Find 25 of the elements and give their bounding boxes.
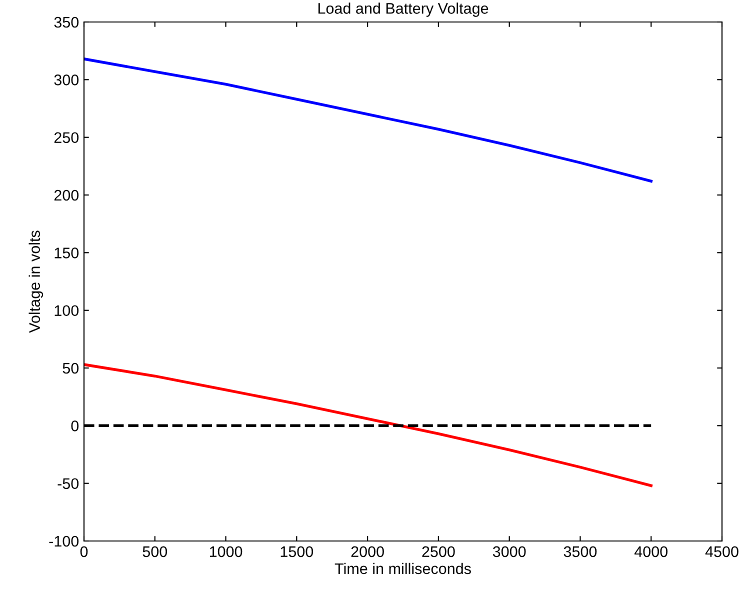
x-tick-label: 0 [80,546,88,558]
y-tick-label: 250 [54,132,79,144]
y-tick-label: 350 [54,16,79,28]
x-tick-label: 2000 [351,546,384,558]
y-axis-title: Voltage in volts [28,230,44,333]
x-axis-title: Time in milliseconds [334,562,471,574]
y-tick-label: -50 [58,478,79,490]
y-tick-label: 150 [54,248,79,258]
y-tick-label: 0 [71,420,79,432]
chart-title: Load and Battery Voltage [318,2,488,17]
y-tick-label: 300 [54,74,79,86]
x-tick-label: 3000 [492,546,526,558]
x-tick-label: 4500 [705,546,738,558]
line-series [84,363,652,488]
y-tick-label: 50 [62,362,79,374]
line-series [84,58,652,183]
x-tick-label: 1500 [280,546,314,558]
x-tick-label: 2500 [422,546,455,558]
x-tick-label: 1000 [210,546,242,558]
y-tick-label: 100 [54,305,79,316]
x-tick-label: 4000 [634,546,668,558]
y-tick-label: 200 [54,190,79,201]
x-tick-label: 500 [142,546,168,558]
x-tick-label: 3500 [564,546,597,558]
y-tick-label: -100 [49,536,79,547]
